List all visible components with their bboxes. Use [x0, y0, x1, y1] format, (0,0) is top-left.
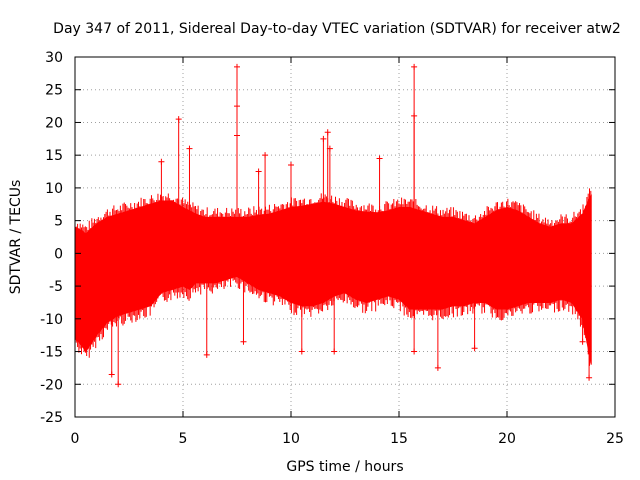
spike-point — [579, 338, 586, 345]
y-tick-label: 10 — [45, 181, 63, 197]
spike-point — [186, 145, 193, 152]
spike-point — [158, 158, 165, 165]
y-tick-label: 30 — [45, 50, 63, 66]
spike-point — [108, 371, 115, 378]
x-tick-label: 10 — [282, 431, 300, 447]
spike-point — [298, 348, 305, 355]
x-axis-label: GPS time / hours — [286, 459, 403, 475]
x-tick-label: 20 — [498, 431, 516, 447]
x-tick-label: 0 — [71, 431, 80, 447]
spike-point — [586, 374, 593, 381]
spike-point — [234, 63, 240, 70]
data-band — [74, 188, 592, 366]
y-tick-label: -25 — [40, 410, 63, 426]
y-tick-label: 25 — [45, 83, 63, 99]
x-tick-label: 5 — [179, 431, 188, 447]
spike-point — [288, 162, 294, 168]
spike-point — [234, 103, 240, 110]
data-spikes — [108, 63, 593, 388]
spike-point — [331, 348, 338, 355]
spike-point — [326, 145, 333, 152]
y-tick-label: -5 — [49, 279, 63, 295]
y-tick-label: 5 — [54, 214, 63, 230]
y-tick-label: -10 — [40, 312, 63, 328]
x-tick-label: 25 — [606, 431, 624, 447]
spike-point — [115, 381, 122, 388]
spike-point — [262, 152, 269, 159]
y-axis-label: SDTVAR / TECUs — [8, 180, 24, 295]
spike-point — [471, 345, 478, 352]
spike-point — [175, 116, 182, 123]
y-tick-label: -20 — [40, 377, 63, 393]
spike-point — [411, 348, 418, 355]
spike-point — [320, 135, 327, 142]
y-tick-label: 15 — [45, 148, 63, 164]
spike-point — [324, 129, 331, 136]
plot-frame — [74, 56, 616, 418]
chart-title: Day 347 of 2011, Sidereal Day-to-day VTE… — [53, 21, 621, 37]
y-tick-label: 0 — [54, 246, 63, 262]
spike-point — [234, 132, 240, 139]
spike-point — [240, 338, 247, 345]
axes: 0 5 10 15 20 25 -25 -20 -15 -10 -5 0 5 10 15 20 25 30 — [40, 50, 624, 447]
spike-point — [376, 155, 383, 162]
spike-point — [203, 351, 210, 358]
y-tick-label: 20 — [45, 115, 63, 131]
spike-point — [434, 364, 441, 371]
spike-point — [411, 112, 418, 119]
x-tick-label: 15 — [390, 431, 408, 447]
y-tick-label: -15 — [40, 345, 63, 361]
spike-point — [411, 63, 418, 70]
spike-point — [255, 168, 262, 175]
